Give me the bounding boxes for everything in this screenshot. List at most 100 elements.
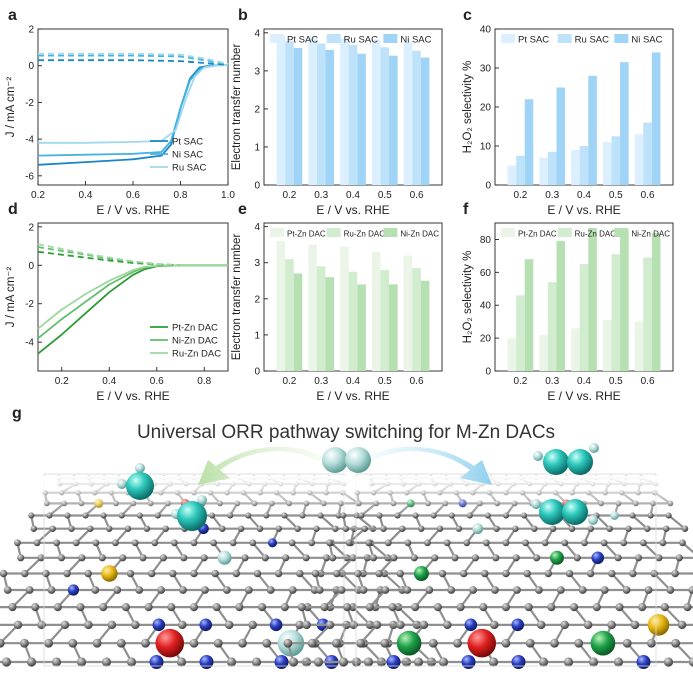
carbon-atom xyxy=(126,569,135,578)
x-tick-label: 0.6 xyxy=(410,376,424,387)
bar-ni-zn-dac-0.4 xyxy=(357,284,366,371)
x-tick-label: 0.3 xyxy=(314,376,328,387)
carbon-atom xyxy=(235,603,244,612)
x-tick-label: 0.4 xyxy=(346,190,360,201)
panel-g-title: Universal ORR pathway switching for M-Zn… xyxy=(137,422,555,443)
carbon-atom xyxy=(190,539,198,547)
y-tick-label: 4 xyxy=(254,28,260,39)
series-line-5 xyxy=(37,243,181,267)
carbon-atom xyxy=(68,525,75,532)
carbon-atom xyxy=(256,525,264,532)
carbon-atom xyxy=(375,569,383,578)
carbon-atom xyxy=(91,586,100,594)
carbon-atom xyxy=(493,525,500,532)
bar-pt-sac-0.3 xyxy=(539,157,548,185)
carbon-atom xyxy=(226,657,237,667)
oxygen-atom xyxy=(177,501,207,531)
bar-ni-sac-0.2 xyxy=(524,99,534,185)
carbon-atom xyxy=(502,539,510,547)
carbon-atom xyxy=(547,603,556,612)
carbon-atom xyxy=(481,569,489,578)
y-tick-label: -2 xyxy=(25,98,34,109)
carbon-atom xyxy=(135,586,144,594)
carbon-atom xyxy=(433,603,442,612)
carbon-atom xyxy=(556,586,565,594)
carbon-atom xyxy=(159,554,167,562)
carbon-atom xyxy=(650,569,658,578)
nitrogen-atom xyxy=(199,655,214,669)
y-tick-label: 2 xyxy=(28,222,34,233)
carbon-atom xyxy=(396,569,404,578)
carbon-atom xyxy=(44,638,54,648)
bar-ru-zn-dac-0.3 xyxy=(547,282,557,371)
y-axis-label: J / mA cm⁻² xyxy=(5,267,17,328)
y-tick-label: 0 xyxy=(254,181,260,192)
carbon-atom xyxy=(675,554,683,562)
bar-pt-sac-0.5 xyxy=(602,142,612,185)
carbon-atom xyxy=(436,525,444,532)
carbon-atom xyxy=(662,525,670,532)
legend-label: Pt-Zn DAC xyxy=(287,230,326,239)
carbon-atom xyxy=(471,554,479,562)
carbon-atom xyxy=(112,539,119,547)
carbon-atom xyxy=(143,525,151,532)
carbon-atom xyxy=(57,554,66,562)
carbon-atom xyxy=(331,638,341,648)
carbon-atom xyxy=(232,569,241,578)
sheet-border xyxy=(355,473,657,667)
carbon-atom xyxy=(261,554,269,562)
carbon-atom xyxy=(302,620,311,630)
carbon-atom xyxy=(21,569,29,578)
carbon-atom xyxy=(98,554,106,562)
y-tick-label: 1 xyxy=(254,330,260,341)
legend-label: Pt SAC xyxy=(287,35,318,46)
carbon-atom xyxy=(37,620,46,630)
carbon-atom xyxy=(634,554,643,562)
y-tick-label: 4 xyxy=(254,222,260,233)
bar-pt-zn-dac-0.6 xyxy=(634,321,644,371)
carbon-atom xyxy=(578,586,587,594)
legend-label: Ru SAC xyxy=(575,35,609,46)
zinc-atom xyxy=(413,566,429,582)
bar-ni-sac-0.6 xyxy=(420,57,430,185)
chart-panel-a: a2 0 -2 -4 -6 0.2 0.4 0.6 0.8 1.0 E / V vs. RHE J /… xyxy=(5,7,235,217)
carbon-atom xyxy=(262,638,272,648)
x-tick-label: 0.3 xyxy=(545,190,559,201)
carbon-atom xyxy=(659,539,667,547)
carbon-atom xyxy=(660,603,669,612)
carbon-atom xyxy=(297,603,306,612)
carbon-atom xyxy=(365,539,373,547)
carbon-atom xyxy=(512,554,520,562)
x-tick-label: 0.2 xyxy=(513,376,527,387)
y-tick-label: 40 xyxy=(480,301,492,312)
carbon-atom xyxy=(151,539,159,547)
bar-ni-sac-0.3 xyxy=(325,49,335,185)
carbon-atom xyxy=(583,620,593,630)
x-tick-label: 0.4 xyxy=(577,190,591,201)
carbon-atom xyxy=(295,620,304,630)
oxygen-atom xyxy=(567,449,593,475)
carbon-atom xyxy=(189,603,199,612)
carbon-atom xyxy=(565,569,574,578)
carbon-atom xyxy=(349,554,357,562)
bar-ru-zn-dac-0.5 xyxy=(611,254,621,371)
carbon-atom xyxy=(491,586,499,594)
carbon-atom xyxy=(313,657,324,667)
bar-pt-zn-dac-0.2 xyxy=(276,241,286,371)
bar-ru-sac-0.3 xyxy=(547,151,557,185)
nitrogen-atom xyxy=(464,618,478,632)
carbon-atom xyxy=(630,620,640,630)
carbon-atom xyxy=(490,620,499,630)
carbon-atom xyxy=(622,586,631,594)
bar-pt-sac-0.5 xyxy=(371,39,381,186)
carbon-atom xyxy=(253,569,262,578)
bar-ru-sac-0.4 xyxy=(348,44,358,186)
plot-frame xyxy=(37,222,229,372)
carbon-atom xyxy=(332,525,339,532)
carbon-atom xyxy=(512,525,519,532)
carbon-atom xyxy=(501,603,511,612)
carbon-atom xyxy=(563,657,574,667)
carbon-atom xyxy=(53,603,62,612)
carbon-atom xyxy=(99,603,108,612)
